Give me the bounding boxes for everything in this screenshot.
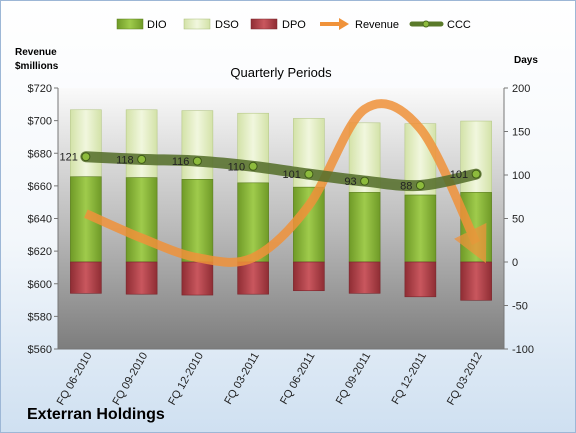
bar-dso (181, 110, 214, 180)
ccc-data-label: 101 (450, 169, 468, 181)
category-label: FQ 09-2011 (334, 351, 373, 407)
category-label: FQ 03-2011 (222, 351, 261, 407)
left-tick-label: $560 (28, 344, 52, 356)
right-tick-label: 200 (512, 83, 530, 95)
ccc-marker (360, 176, 370, 186)
right-axis-ticks: -100 -50 0 50 100 150 200 (504, 83, 534, 356)
right-tick-label: -50 (512, 301, 528, 313)
bar-dpo (293, 261, 325, 292)
category-label: FQ 06-2011 (278, 351, 317, 407)
left-tick-label: $720 (28, 83, 52, 95)
left-tick-label: $640 (28, 214, 52, 226)
bar-dio (348, 192, 381, 263)
category-label: FQ 12-2010 (166, 351, 206, 408)
legend-label-dpo: DPO (282, 19, 306, 31)
category-label: FQ 12-2011 (390, 351, 429, 407)
right-tick-label: 100 (512, 170, 530, 182)
category-labels: FQ 06-2010 FQ 09-2010 FQ 12-2010 FQ 03-2011… (55, 351, 485, 408)
legend-label-ccc: CCC (447, 19, 471, 31)
ccc-marker (248, 161, 258, 171)
category-label: FQ 09-2010 (110, 351, 150, 408)
bar-dpo (237, 261, 269, 295)
ccc-series: 121 118 116 110 101 93 88 101 (60, 151, 482, 192)
ccc-data-label: 118 (116, 154, 134, 166)
legend-swatch-dso (183, 18, 211, 30)
left-axis-title-line1: Revenue (15, 47, 57, 58)
left-tick-label: $700 (28, 116, 52, 128)
ccc-data-label: 93 (344, 176, 356, 188)
legend-swatch-dio (116, 18, 144, 30)
ccc-data-label: 101 (283, 169, 301, 181)
bar-dio (404, 194, 437, 263)
revenue-line (84, 99, 487, 267)
plot-area (58, 88, 504, 349)
ccc-marker (192, 156, 202, 166)
left-tick-label: $600 (28, 279, 52, 291)
ccc-marker (415, 180, 425, 190)
legend-label-dio: DIO (147, 19, 167, 31)
bar-dio (181, 179, 214, 263)
ccc-marker (137, 154, 147, 164)
ccc-data-label: 116 (172, 156, 190, 168)
chart-title: Quarterly Periods (230, 65, 332, 80)
right-tick-label: 150 (512, 127, 530, 139)
ccc-marker (471, 169, 481, 179)
bar-dpo (460, 261, 492, 301)
right-axis-title: Days (514, 55, 538, 66)
bar-dso (125, 109, 158, 178)
legend: DIO DSO DPO Revenue CCC (116, 18, 471, 31)
left-tick-label: $660 (28, 181, 52, 193)
bars (70, 109, 492, 301)
right-tick-label: 0 (512, 257, 518, 269)
ccc-marker (81, 152, 91, 162)
ccc-marker (304, 169, 314, 179)
right-tick-label: -100 (512, 344, 534, 356)
legend-label-revenue: Revenue (355, 19, 399, 31)
left-tick-label: $580 (28, 311, 52, 323)
legend-swatch-revenue (320, 18, 349, 30)
revenue-series (84, 99, 487, 267)
legend-swatch-ccc (409, 20, 444, 28)
left-tick-label: $620 (28, 246, 52, 258)
right-tick-label: 50 (512, 214, 524, 226)
left-axis-ticks: $560 $580 $600 $620 $640 $660 $680 $700 $720 (28, 83, 58, 356)
bar-dpo (404, 261, 437, 298)
ccc-data-label: 88 (400, 180, 412, 192)
ccc-line (80, 151, 482, 192)
ccc-data-label: 121 (60, 152, 78, 164)
company-name: Exterran Holdings (27, 406, 165, 423)
bar-dpo (125, 261, 158, 295)
category-label: FQ 06-2010 (55, 351, 95, 408)
left-tick-label: $680 (28, 148, 52, 160)
category-label: FQ 03-2012 (445, 351, 485, 408)
legend-label-dso: DSO (215, 19, 239, 31)
bar-dio (125, 177, 158, 263)
legend-swatch-dpo (250, 18, 278, 30)
left-axis-title-line2: $millions (15, 61, 59, 72)
bar-dpo (181, 261, 214, 296)
bar-dpo (70, 261, 102, 294)
bar-dso (70, 109, 102, 178)
bar-dpo (348, 261, 381, 294)
ccc-data-label: 110 (228, 161, 246, 173)
